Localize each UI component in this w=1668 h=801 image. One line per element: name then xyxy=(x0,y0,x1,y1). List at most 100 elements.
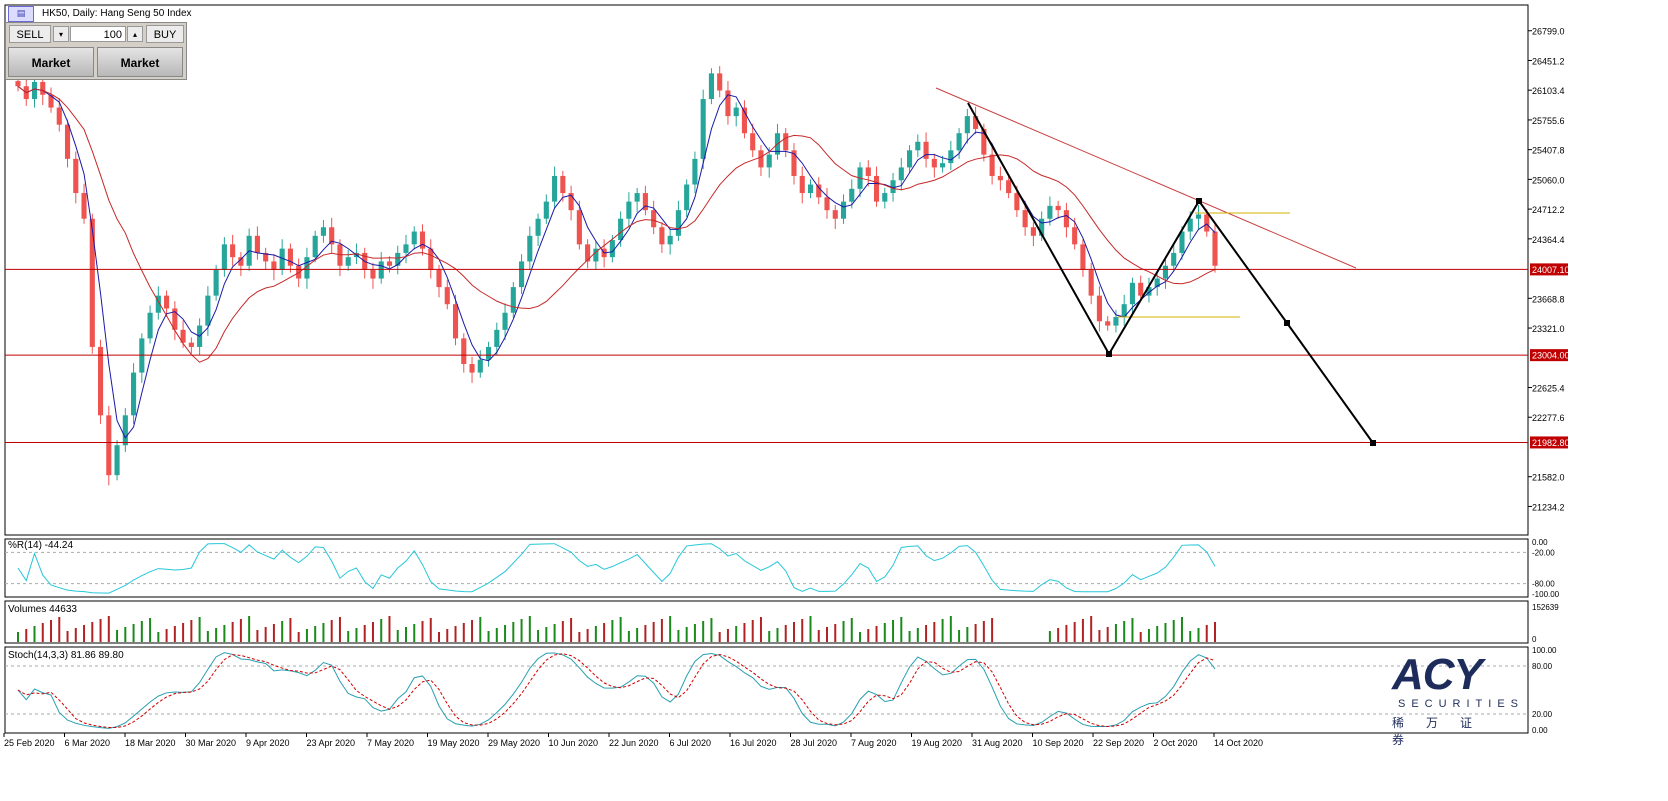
candle-body xyxy=(981,128,987,155)
candle-body xyxy=(750,133,756,151)
logo-chinese-text: 稀万证券 xyxy=(1392,716,1495,747)
main-plot[interactable] xyxy=(15,66,1218,486)
ma-fast-line xyxy=(17,85,1216,439)
price-line-label: 21982.80 xyxy=(1532,438,1570,448)
candle-body xyxy=(989,154,995,176)
price-line-label: 23004.00 xyxy=(1532,351,1570,361)
candle-body xyxy=(155,295,161,313)
chart-title: HK50, Daily: Hang Seng 50 Index xyxy=(42,8,192,19)
x-tick-label: 30 Mar 2020 xyxy=(186,738,237,748)
candle-body xyxy=(1195,214,1202,219)
candle-body xyxy=(287,248,293,266)
candle-body xyxy=(436,270,442,288)
candle-body xyxy=(568,193,574,211)
candle-body xyxy=(73,158,79,194)
y-tick-label: 26103.4 xyxy=(1532,86,1565,96)
candle-body xyxy=(593,248,599,262)
candle-body xyxy=(840,201,847,219)
candle-body xyxy=(15,81,21,87)
candle-body xyxy=(494,329,500,347)
candle-body xyxy=(940,163,946,168)
candle-body xyxy=(1146,287,1152,296)
sell-market-button[interactable]: Market xyxy=(8,47,94,77)
window-icon[interactable]: ▤ xyxy=(8,6,34,22)
x-tick-label: 7 May 2020 xyxy=(367,738,414,748)
candle-body xyxy=(395,252,401,266)
volumes-panel: 152639 0 xyxy=(17,603,1559,644)
candle-body xyxy=(725,90,731,117)
volume-increase-button[interactable]: ▴ xyxy=(127,26,143,42)
x-tick-label: 7 Aug 2020 xyxy=(851,738,897,748)
candle-body xyxy=(230,244,236,258)
candle-body xyxy=(890,180,896,194)
candle-body xyxy=(708,73,714,100)
candle-body xyxy=(403,244,409,253)
y-tick-label: 26799.0 xyxy=(1532,27,1565,37)
volume-input[interactable]: 100 xyxy=(70,26,126,42)
price-line-label: 24007.10 xyxy=(1532,265,1570,275)
buy-button[interactable]: BUY xyxy=(146,25,184,43)
y-tick-label: 23321.0 xyxy=(1532,324,1565,334)
x-tick-label: 9 Apr 2020 xyxy=(246,738,290,748)
candle-body xyxy=(519,261,525,288)
candle-body xyxy=(510,287,516,313)
candle-body xyxy=(1080,244,1086,270)
y-tick-label: 22277.6 xyxy=(1532,413,1565,423)
candle-body xyxy=(535,218,541,236)
volume-decrease-button[interactable]: ▾ xyxy=(53,26,69,42)
candle-body xyxy=(634,193,640,202)
candle-body xyxy=(898,167,904,181)
candle-body xyxy=(651,210,657,228)
buy-market-button[interactable]: Market xyxy=(97,47,183,77)
candle-body xyxy=(882,193,888,202)
candle-body xyxy=(675,210,681,236)
candle-body xyxy=(807,184,814,194)
candle-body xyxy=(626,201,632,219)
candle-body xyxy=(849,188,855,202)
candle-body xyxy=(560,175,566,194)
candle-body xyxy=(948,150,954,164)
stoch-axis-label: 0.00 xyxy=(1532,726,1548,735)
candle-body xyxy=(906,150,913,168)
candle-body xyxy=(733,107,739,117)
candle-body xyxy=(419,231,426,249)
projection-point xyxy=(1370,440,1376,446)
candle-body xyxy=(188,342,194,347)
y-tick-label: 21234.2 xyxy=(1532,502,1565,512)
candle-body xyxy=(461,338,467,365)
candle-body xyxy=(585,244,591,262)
candle-body xyxy=(428,248,434,270)
candle-body xyxy=(1187,218,1193,232)
candle-body xyxy=(312,235,318,258)
candle-body xyxy=(667,235,673,245)
candle-body xyxy=(741,107,748,134)
projection-point xyxy=(1284,320,1290,326)
stoch-axis-label: 80.00 xyxy=(1532,662,1553,671)
projection-point xyxy=(1106,351,1112,357)
candle-body xyxy=(114,445,120,476)
ma-slow-line xyxy=(17,85,1216,363)
candle-body xyxy=(254,235,260,253)
candle-body xyxy=(1129,282,1136,305)
candle-body xyxy=(873,175,880,202)
candle-body xyxy=(973,116,979,129)
candle-body xyxy=(411,231,417,245)
x-tick-label: 14 Oct 2020 xyxy=(1214,738,1263,748)
candle-body xyxy=(766,154,772,168)
candle-body xyxy=(304,257,310,279)
vol-axis-label: 152639 xyxy=(1532,603,1559,612)
y-tick-label: 21582.0 xyxy=(1532,473,1565,483)
chart-frame xyxy=(4,4,1529,734)
candle-body xyxy=(386,261,393,266)
candle-body xyxy=(469,364,475,373)
x-tick-label: 6 Mar 2020 xyxy=(65,738,111,748)
volumes-label: Volumes 44633 xyxy=(8,604,77,615)
candle-body xyxy=(997,175,1003,181)
wr-axis-label: -80.00 xyxy=(1532,580,1555,589)
candle-body xyxy=(238,257,244,266)
y-tick-label: 25407.8 xyxy=(1532,146,1565,156)
candle-body xyxy=(89,218,95,347)
candle-body xyxy=(816,184,822,198)
sell-button[interactable]: SELL xyxy=(9,25,51,43)
candle-body xyxy=(684,184,690,211)
